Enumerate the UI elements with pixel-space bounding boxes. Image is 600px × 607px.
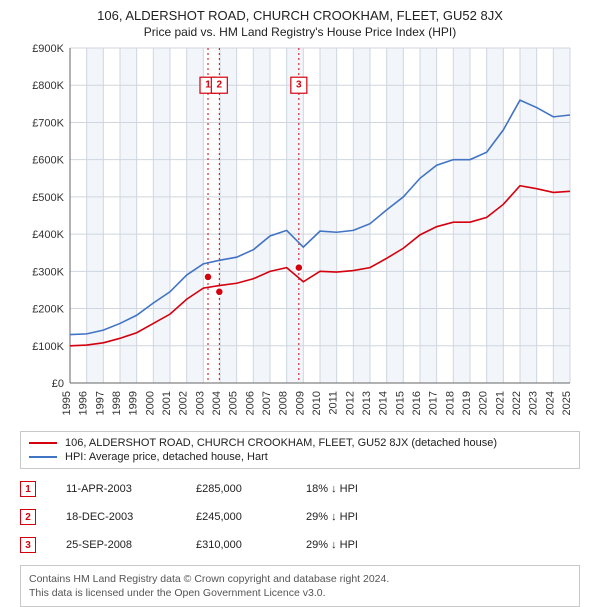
x-tick-label: 2010 xyxy=(311,391,323,415)
sales-row: 1 11-APR-2003 £285,000 18% ↓ HPI xyxy=(20,475,580,503)
sales-table: 1 11-APR-2003 £285,000 18% ↓ HPI 2 18-DEC-200… xyxy=(20,475,580,559)
x-tick-label: 1996 xyxy=(78,391,90,415)
x-tick-label: 2013 xyxy=(361,391,373,415)
sales-price: £285,000 xyxy=(196,483,276,495)
legend-label: 106, ALDERSHOT ROAD, CHURCH CROOKHAM, FL… xyxy=(65,437,497,449)
sale-marker-num: 2 xyxy=(217,80,223,91)
x-tick-label: 2001 xyxy=(161,391,173,415)
x-tick-label: 2019 xyxy=(461,391,473,415)
x-tick-label: 2021 xyxy=(494,391,506,415)
grid-band xyxy=(253,48,270,383)
chart-titles: 106, ALDERSHOT ROAD, CHURCH CROOKHAM, FL… xyxy=(0,0,600,43)
grid-band xyxy=(453,48,470,383)
legend-swatch xyxy=(29,442,57,444)
grid-band xyxy=(553,48,570,383)
sales-diff: 29% ↓ HPI xyxy=(306,511,406,523)
grid-band xyxy=(420,48,437,383)
x-tick-label: 1997 xyxy=(94,391,106,415)
sales-date: 11-APR-2003 xyxy=(66,483,166,495)
x-tick-label: 2012 xyxy=(344,391,356,415)
title-sub: Price paid vs. HM Land Registry's House … xyxy=(10,25,590,39)
x-tick-label: 2018 xyxy=(444,391,456,415)
grid-band xyxy=(187,48,204,383)
sales-marker: 2 xyxy=(20,509,36,525)
x-tick-label: 2003 xyxy=(194,391,206,415)
x-tick-label: 2006 xyxy=(244,391,256,415)
x-tick-label: 2020 xyxy=(478,391,490,415)
x-tick-label: 2016 xyxy=(411,391,423,415)
title-main: 106, ALDERSHOT ROAD, CHURCH CROOKHAM, FL… xyxy=(10,8,590,23)
legend-swatch xyxy=(29,456,57,458)
grid-band xyxy=(287,48,304,383)
sales-row: 2 18-DEC-2003 £245,000 29% ↓ HPI xyxy=(20,503,580,531)
footer-line-1: Contains HM Land Registry data © Crown c… xyxy=(29,572,571,586)
sale-point xyxy=(215,288,223,296)
grid-band xyxy=(520,48,537,383)
x-tick-label: 2008 xyxy=(278,391,290,415)
sales-date: 18-DEC-2003 xyxy=(66,511,166,523)
y-tick-label: £0 xyxy=(52,378,64,390)
chart-svg: £0 £100K £200K £300K £400K £500K £600K £700K £80… xyxy=(20,43,580,423)
grid-band xyxy=(387,48,404,383)
chart: £0 £100K £200K £300K £400K £500K £600K £700K £80… xyxy=(20,43,580,423)
y-tick-label: £800K xyxy=(32,80,64,92)
x-tick-label: 2011 xyxy=(328,391,340,415)
legend-label: HPI: Average price, detached house, Hart xyxy=(65,451,268,463)
sales-diff: 29% ↓ HPI xyxy=(306,539,406,551)
x-tick-label: 2002 xyxy=(178,391,190,415)
x-tick-label: 2005 xyxy=(228,391,240,415)
footer-line-2: This data is licensed under the Open Gov… xyxy=(29,586,571,600)
x-tick-label: 1995 xyxy=(61,391,73,415)
x-tick-label: 1998 xyxy=(111,391,123,415)
sales-diff: 18% ↓ HPI xyxy=(306,483,406,495)
sales-price: £245,000 xyxy=(196,511,276,523)
y-tick-label: £200K xyxy=(32,304,64,316)
x-tick-label: 2017 xyxy=(428,391,440,415)
grid-band xyxy=(220,48,237,383)
footer-attribution: Contains HM Land Registry data © Crown c… xyxy=(20,565,580,607)
sales-marker: 1 xyxy=(20,481,36,497)
sale-marker-num: 3 xyxy=(296,80,302,91)
y-tick-label: £300K xyxy=(32,266,64,278)
x-tick-label: 2024 xyxy=(544,391,556,415)
x-tick-label: 2004 xyxy=(211,391,223,415)
x-tick-label: 2015 xyxy=(394,391,406,415)
legend-row: HPI: Average price, detached house, Hart xyxy=(29,450,571,464)
legend: 106, ALDERSHOT ROAD, CHURCH CROOKHAM, FL… xyxy=(20,431,580,469)
x-tick-label: 1999 xyxy=(128,391,140,415)
y-tick-label: £100K xyxy=(32,341,64,353)
grid-band xyxy=(320,48,337,383)
grid-band xyxy=(153,48,170,383)
x-tick-label: 2022 xyxy=(511,391,523,415)
sale-point xyxy=(295,264,303,272)
sales-price: £310,000 xyxy=(196,539,276,551)
sale-point xyxy=(204,273,212,281)
x-tick-label: 2023 xyxy=(528,391,540,415)
sales-marker: 3 xyxy=(20,537,36,553)
legend-row: 106, ALDERSHOT ROAD, CHURCH CROOKHAM, FL… xyxy=(29,436,571,450)
page: 106, ALDERSHOT ROAD, CHURCH CROOKHAM, FL… xyxy=(0,0,600,590)
grid-band xyxy=(353,48,370,383)
sale-marker-num: 1 xyxy=(205,80,211,91)
x-tick-label: 2014 xyxy=(378,391,390,415)
y-tick-label: £700K xyxy=(32,117,64,129)
x-tick-label: 2009 xyxy=(294,391,306,415)
x-tick-label: 2025 xyxy=(561,391,573,415)
y-tick-label: £900K xyxy=(32,43,64,55)
sales-date: 25-SEP-2008 xyxy=(66,539,166,551)
x-tick-label: 2000 xyxy=(144,391,156,415)
y-tick-label: £600K xyxy=(32,155,64,167)
x-tick-label: 2007 xyxy=(261,391,273,415)
y-tick-label: £500K xyxy=(32,192,64,204)
sales-row: 3 25-SEP-2008 £310,000 29% ↓ HPI xyxy=(20,531,580,559)
y-tick-label: £400K xyxy=(32,229,64,241)
